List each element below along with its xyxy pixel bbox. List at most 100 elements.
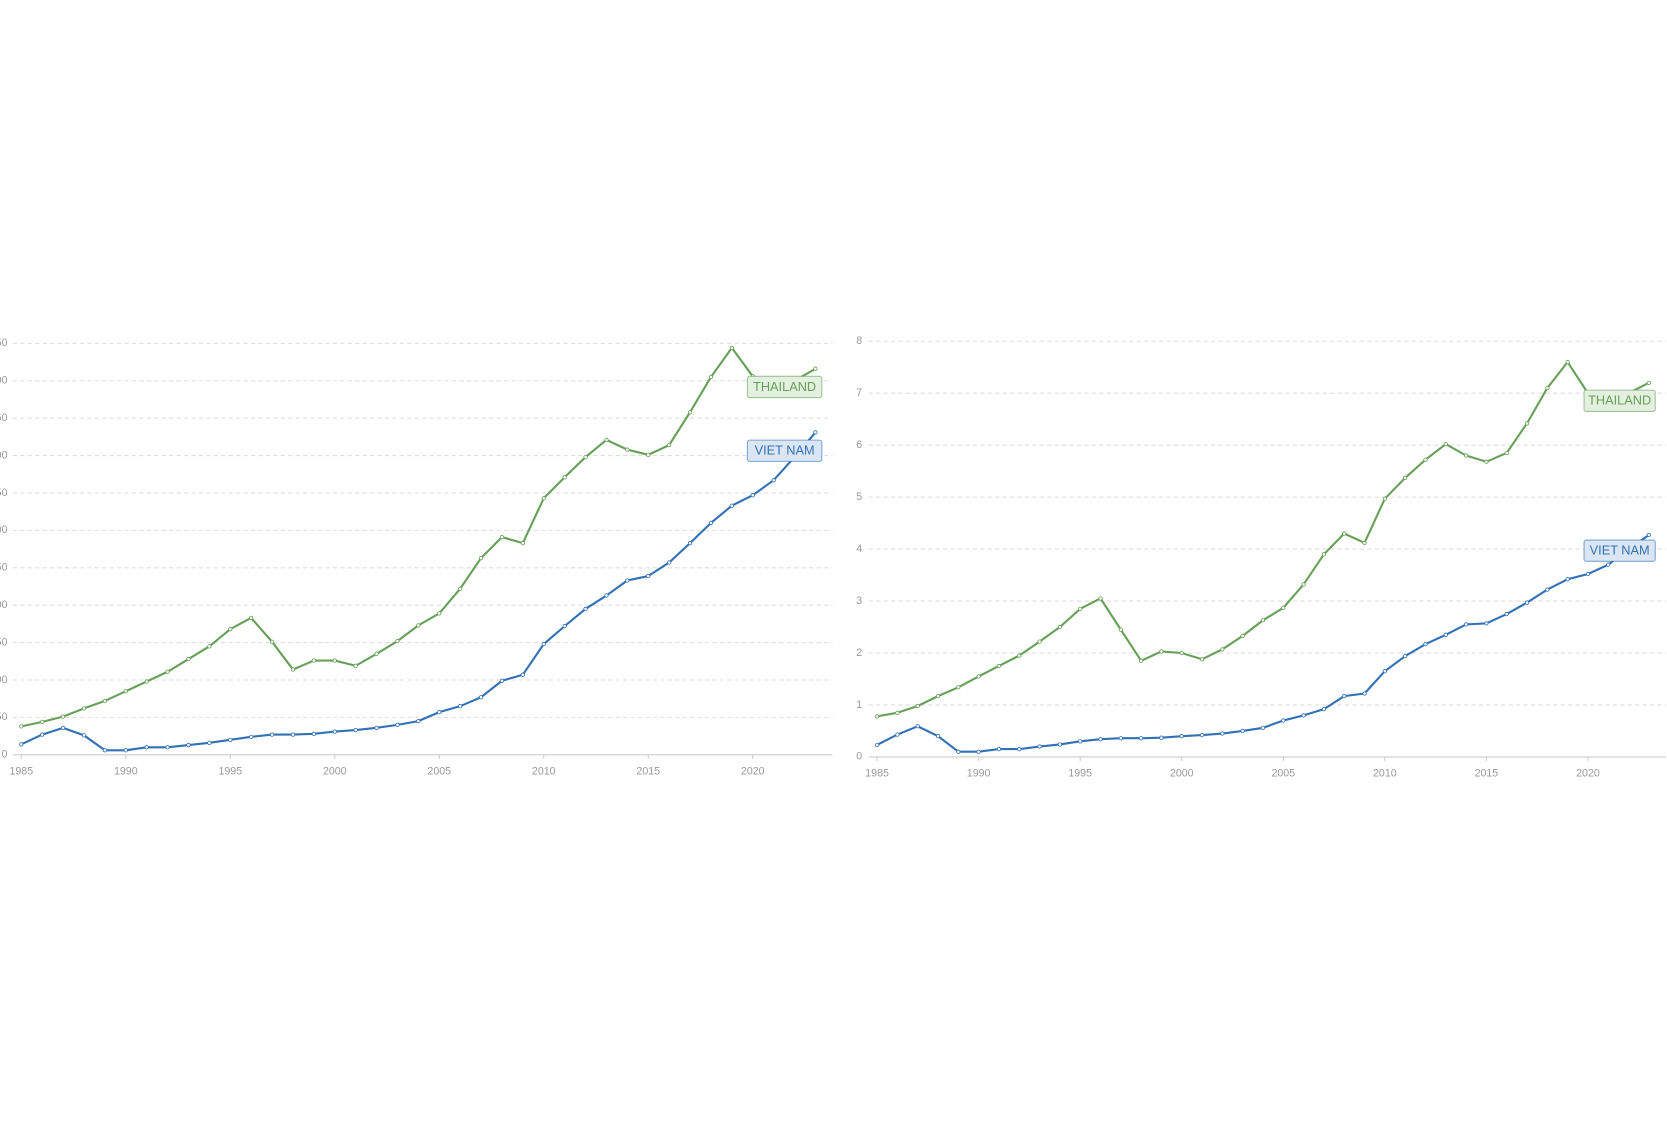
point (207, 644, 212, 649)
series-label-box (1583, 389, 1656, 412)
point (1646, 380, 1652, 385)
point (646, 452, 651, 457)
point (1463, 622, 1469, 627)
point (458, 586, 463, 591)
point (583, 454, 588, 460)
point (956, 685, 961, 690)
point (81, 733, 87, 738)
point (207, 740, 212, 745)
point (374, 651, 379, 656)
point (1423, 642, 1428, 647)
point (102, 748, 108, 753)
point (520, 540, 525, 546)
point (102, 698, 108, 704)
x-tick-label: 1990 (114, 766, 138, 778)
x-tick-label: 1990 (967, 768, 991, 780)
point (332, 658, 337, 663)
point (771, 478, 776, 483)
point (1220, 647, 1225, 652)
point (1403, 475, 1408, 481)
point (935, 693, 941, 699)
y-tick-label: 300 (0, 524, 8, 536)
point (646, 573, 651, 579)
point (976, 749, 981, 754)
point (1179, 650, 1184, 656)
point (1423, 457, 1428, 462)
point (1017, 746, 1022, 752)
point (1585, 571, 1591, 577)
point (416, 718, 421, 724)
point (976, 674, 981, 679)
series-line (876, 360, 1650, 718)
point (437, 710, 442, 715)
point (1524, 600, 1530, 605)
point (60, 725, 66, 730)
point (1118, 736, 1123, 741)
point (123, 748, 128, 753)
point (416, 623, 421, 628)
series-line (876, 534, 1650, 753)
point (1057, 742, 1063, 747)
y-tick-label: 2 (856, 647, 862, 659)
x-tick-label: 1985 (865, 768, 889, 780)
point (667, 560, 672, 565)
point (1362, 691, 1367, 696)
point (874, 742, 880, 748)
y-tick-label: 5 (856, 491, 862, 503)
point (708, 520, 714, 526)
y-tick-label: 50 (0, 711, 8, 723)
point (541, 496, 546, 501)
y-tick-label: 1 (856, 699, 862, 711)
point (874, 714, 880, 719)
point (290, 732, 296, 737)
point (478, 695, 484, 700)
point (311, 731, 317, 736)
point (40, 732, 45, 737)
point (895, 732, 900, 737)
point (1484, 459, 1489, 464)
point (81, 706, 87, 711)
series-label: THAILAND (753, 379, 816, 394)
y-tick-label: 450 (0, 412, 8, 424)
point (1524, 421, 1530, 426)
x-tick-label: 2020 (1576, 768, 1600, 780)
point (1199, 732, 1205, 738)
point (915, 703, 920, 709)
point (604, 593, 609, 598)
point (583, 606, 588, 612)
point (290, 667, 296, 672)
y-tick-label: 150 (0, 636, 8, 648)
x-tick-label: 2015 (636, 766, 660, 778)
point (687, 410, 693, 415)
point (1565, 577, 1570, 582)
y-tick-label: 400 (0, 449, 8, 461)
point (1382, 669, 1387, 674)
point (708, 374, 714, 380)
point (1159, 735, 1164, 740)
point (1260, 725, 1266, 730)
point (478, 555, 484, 561)
y-tick-label: 0 (2, 749, 8, 761)
point (996, 663, 1002, 669)
y-tick-label: 8 (856, 335, 862, 347)
point (1545, 385, 1550, 391)
point (228, 626, 233, 632)
point (249, 734, 254, 739)
x-tick-label: 1995 (218, 766, 242, 778)
series-label: VIET NAM (755, 443, 815, 458)
point (915, 724, 920, 729)
point (667, 442, 672, 448)
point (1037, 639, 1042, 644)
point (729, 503, 734, 508)
point (1260, 618, 1266, 623)
point (1159, 649, 1164, 654)
point (269, 732, 275, 737)
point (186, 656, 191, 662)
point (458, 704, 463, 709)
point (186, 742, 191, 748)
point (1199, 657, 1205, 662)
point (1484, 621, 1489, 626)
point (311, 658, 317, 663)
